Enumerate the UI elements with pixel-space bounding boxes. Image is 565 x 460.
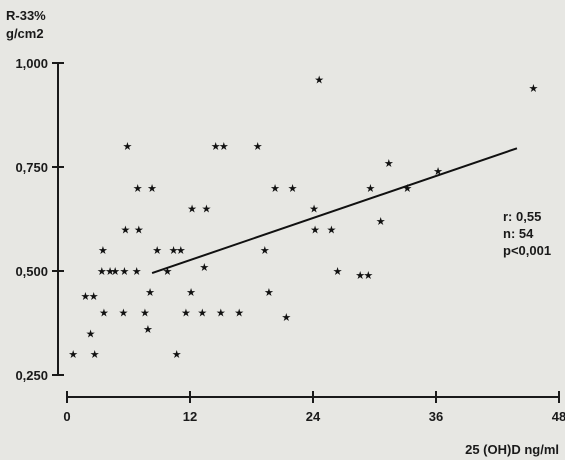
x-tick-label: 0 [63,409,70,424]
data-point: ★ [120,223,130,236]
data-point: ★ [132,265,142,278]
data-point: ★ [99,307,109,320]
x-tick-label: 48 [552,409,565,424]
data-point: ★ [384,157,394,170]
data-point: ★ [355,269,365,282]
data-point: ★ [169,244,179,257]
stat-p: p<0,001 [503,243,551,258]
regression-line-group [151,147,518,275]
data-point: ★ [172,348,182,361]
data-point: ★ [123,140,133,153]
axes: 0,250 0,500 0,750 1,000 0 12 24 36 48 [15,56,565,424]
data-point: ★ [327,223,337,236]
data-point: ★ [199,261,209,274]
data-point: ★ [143,323,153,336]
y-tick-label: 0,750 [15,160,48,175]
statistics-annotation: r: 0,55 n: 54 p<0,001 [503,209,551,258]
data-point: ★ [186,286,196,299]
data-point: ★ [134,223,144,236]
data-point: ★ [270,182,280,195]
data-point: ★ [201,203,211,216]
data-point: ★ [98,244,108,257]
data-point: ★ [90,348,100,361]
y-tick-label: 0,250 [15,368,48,383]
data-point: ★ [152,244,162,257]
data-point: ★ [118,307,128,320]
data-point: ★ [219,140,229,153]
data-points: ★★★★★★★★★★★★★★★★★★★★★★★★★★★★★★★★★★★★★★★★… [68,74,538,362]
x-tick-label: 12 [183,409,197,424]
stat-n: n: 54 [503,226,534,241]
data-point: ★ [211,140,221,153]
y-axis-title-line-1: R-33% [6,8,46,23]
y-tick-label: 0,500 [15,264,48,279]
data-point: ★ [197,307,207,320]
data-point: ★ [145,286,155,299]
data-point: ★ [402,182,412,195]
y-axis-title: R-33% g/cm2 [6,8,46,41]
data-point: ★ [314,74,324,87]
x-axis-title: 25 (OH)D ng/ml [465,442,559,457]
data-point: ★ [86,327,96,340]
data-point: ★ [310,223,320,236]
data-point: ★ [253,140,263,153]
data-point: ★ [119,265,129,278]
data-point: ★ [163,265,173,278]
data-point: ★ [181,307,191,320]
x-tick-label: 36 [429,409,443,424]
data-point: ★ [105,265,115,278]
data-point: ★ [140,307,150,320]
data-point: ★ [81,290,91,303]
data-point: ★ [187,203,197,216]
data-point: ★ [68,348,78,361]
data-point: ★ [89,290,99,303]
data-point: ★ [97,265,107,278]
data-point: ★ [133,182,143,195]
data-point: ★ [365,182,375,195]
data-point: ★ [147,182,157,195]
data-point: ★ [288,182,298,195]
data-point: ★ [110,265,120,278]
data-point: ★ [176,244,186,257]
regression-line [151,147,518,275]
data-point: ★ [260,244,270,257]
data-point: ★ [281,311,291,324]
y-axis-title-line-2: g/cm2 [6,26,44,41]
data-point: ★ [333,265,343,278]
data-point: ★ [376,215,386,228]
data-point: ★ [216,307,226,320]
stat-r: r: 0,55 [503,209,541,224]
data-point: ★ [264,286,274,299]
data-point: ★ [234,307,244,320]
data-point: ★ [309,203,319,216]
data-point: ★ [433,165,443,178]
data-point: ★ [528,82,538,95]
x-tick-label: 24 [306,409,321,424]
data-point: ★ [363,269,373,282]
y-tick-label: 1,000 [15,56,48,71]
